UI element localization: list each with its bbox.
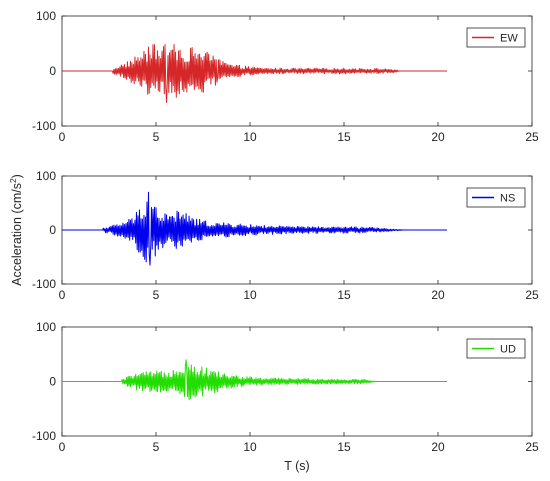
x-axis-label: T (s) <box>284 459 309 473</box>
x-tick-label: 20 <box>431 288 445 302</box>
y-tick-label: -100 <box>32 429 56 443</box>
x-tick-label: 25 <box>525 440 539 454</box>
legend-box <box>466 27 526 48</box>
x-tick-label: 20 <box>431 130 445 144</box>
x-tick-label: 15 <box>337 130 351 144</box>
y-tick-label: 0 <box>49 223 56 237</box>
y-axis-label: Acceleration (cm/s2) <box>8 174 24 286</box>
x-tick-label: 5 <box>153 288 160 302</box>
x-tick-label: 5 <box>153 440 160 454</box>
series-line-ns <box>62 191 448 266</box>
y-tick-label: 100 <box>36 320 56 334</box>
x-tick-label: 5 <box>153 130 160 144</box>
y-tick-label: -100 <box>32 277 56 291</box>
series-line-ew <box>62 44 448 103</box>
series-line-ud <box>62 359 448 401</box>
y-axis-label-superscript: 2 <box>8 178 18 183</box>
x-tick-label: 10 <box>243 440 257 454</box>
x-tick-label: 10 <box>243 288 257 302</box>
x-tick-label: 15 <box>337 288 351 302</box>
legend-label: EW <box>500 33 518 45</box>
y-tick-label: 100 <box>36 9 56 23</box>
x-tick-label: 0 <box>59 440 66 454</box>
x-tick-label: 0 <box>59 130 66 144</box>
y-axis-label-main: Acceleration (cm/s <box>10 183 24 286</box>
y-tick-label: -100 <box>32 119 56 133</box>
legend-label: NS <box>500 193 515 205</box>
legend-box <box>466 187 526 208</box>
y-tick-label: 100 <box>36 169 56 183</box>
y-axis-label-close: ) <box>10 174 24 178</box>
x-tick-label: 25 <box>525 130 539 144</box>
legend-label: UD <box>500 344 516 356</box>
y-tick-label: 0 <box>49 375 56 389</box>
x-tick-label: 20 <box>431 440 445 454</box>
y-tick-label: 0 <box>49 64 56 78</box>
x-tick-label: 0 <box>59 288 66 302</box>
x-tick-label: 10 <box>243 130 257 144</box>
x-tick-label: 25 <box>525 288 539 302</box>
legend-box <box>466 338 526 359</box>
x-tick-label: 15 <box>337 440 351 454</box>
